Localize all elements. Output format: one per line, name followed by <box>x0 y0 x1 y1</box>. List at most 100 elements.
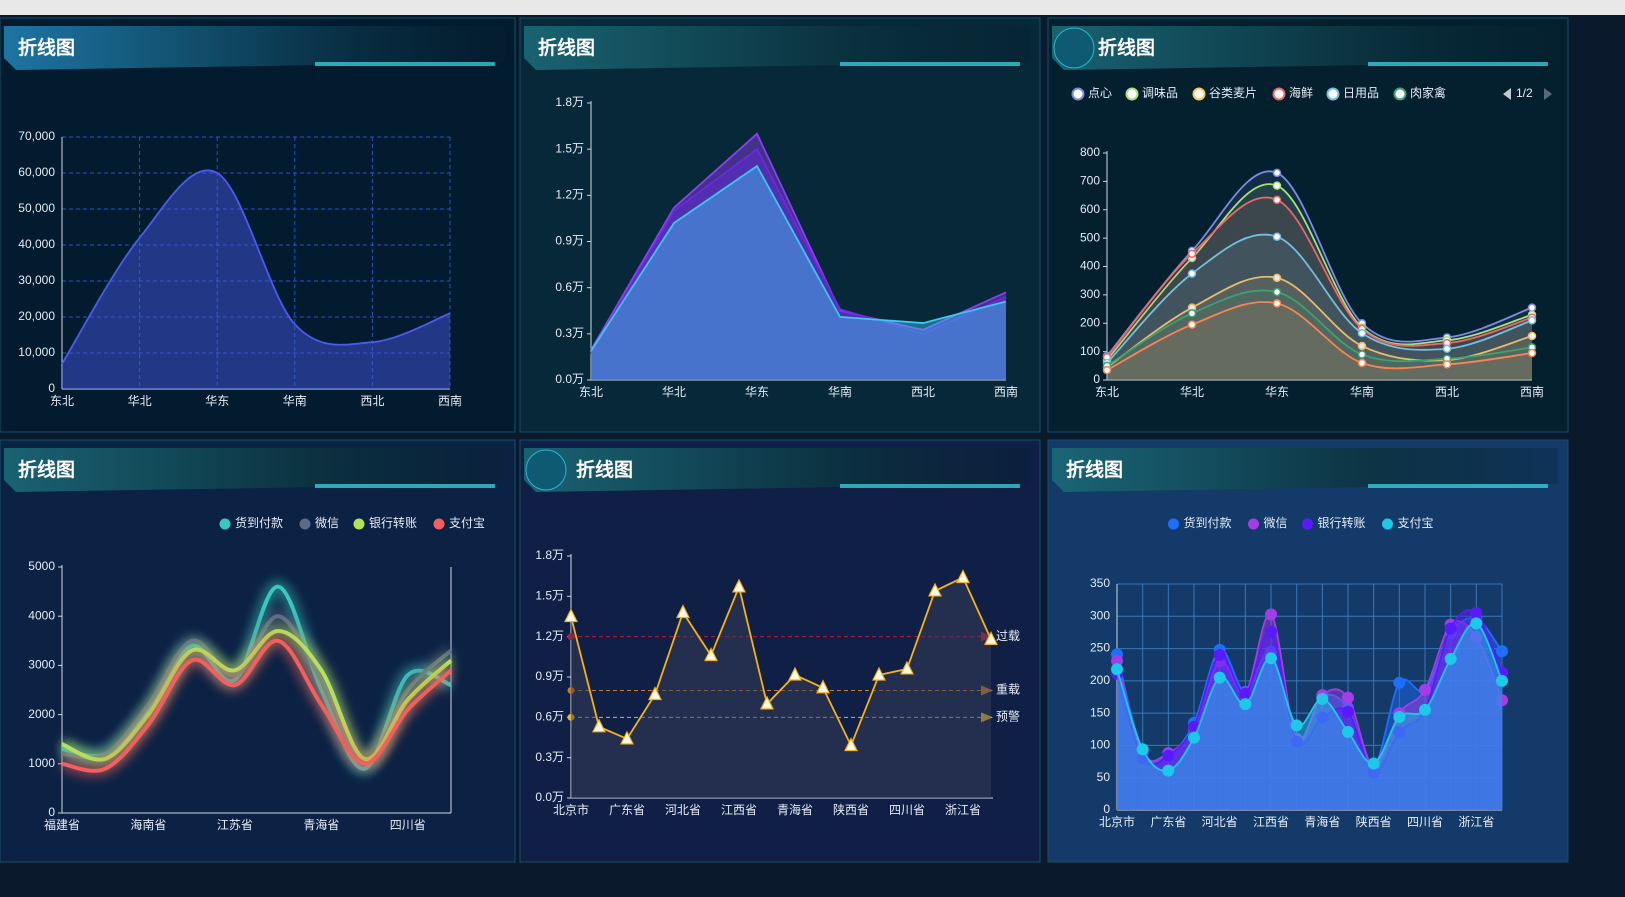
x-tick-label: 西南 <box>994 384 1018 399</box>
mark-line-label: 过载 <box>996 629 1020 643</box>
header-icon <box>1053 27 1095 69</box>
x-tick-label: 西南 <box>438 393 462 408</box>
point <box>1496 674 1508 687</box>
point <box>1357 328 1367 338</box>
y-tick-label: 2000 <box>28 707 55 721</box>
y-tick-label: 5000 <box>28 559 55 573</box>
y-tick-label: 3000 <box>28 658 55 672</box>
point <box>592 718 606 733</box>
x-tick-label: 青海省 <box>1304 814 1340 829</box>
point <box>564 608 578 623</box>
header-accent <box>1368 484 1548 488</box>
x-tick-label: 江苏省 <box>217 818 253 832</box>
legend-label: 调味品 <box>1142 86 1178 100</box>
y-tick-label: 350 <box>1090 576 1110 590</box>
point <box>1213 649 1226 662</box>
legend-swatch <box>1382 518 1393 530</box>
point <box>1342 705 1354 718</box>
legend-swatch <box>1248 518 1259 530</box>
line <box>61 638 453 773</box>
point <box>1111 663 1123 676</box>
header-accent <box>315 62 495 66</box>
panel-header <box>524 448 1030 492</box>
point <box>1272 232 1282 241</box>
legend-label: 货到付款 <box>235 515 283 530</box>
point <box>704 647 718 662</box>
y-tick-label: 300 <box>1090 608 1110 622</box>
y-tick-label: 60,000 <box>18 165 55 179</box>
panel-header <box>524 26 1030 70</box>
legend-swatch <box>1393 87 1407 101</box>
y-tick-label: 1.8万 <box>535 548 564 562</box>
legend-label: 银行转账 <box>1318 515 1366 530</box>
point <box>1470 617 1483 630</box>
x-tick-label: 华南 <box>1350 384 1374 399</box>
mark-line-label: 预警 <box>996 709 1020 724</box>
legend-label: 微信 <box>1264 516 1288 530</box>
x-tick-label: 青海省 <box>777 802 813 817</box>
x-tick-label: 西北 <box>360 394 384 408</box>
y-tick-label: 150 <box>1090 705 1110 719</box>
x-tick-label: 华北 <box>1180 385 1204 399</box>
point <box>648 686 662 701</box>
y-tick-label: 700 <box>1080 174 1100 188</box>
point <box>928 582 942 597</box>
point <box>1357 358 1367 368</box>
point <box>1367 757 1380 770</box>
panel-title: 折线图 <box>1098 36 1155 59</box>
panel <box>1047 17 1569 433</box>
point <box>1367 766 1380 779</box>
x-tick-label: 华南 <box>828 384 852 399</box>
area <box>1107 171 1532 380</box>
point <box>732 578 746 593</box>
x-tick-label: 华东 <box>205 394 229 408</box>
x-tick-label: 福建省 <box>44 817 80 832</box>
y-tick-label: 50 <box>1097 770 1111 784</box>
x-tick-label: 北京市 <box>553 802 589 817</box>
legend-label: 谷类麦片 <box>1209 86 1257 100</box>
line <box>1116 622 1503 772</box>
line <box>61 169 451 365</box>
panel <box>519 17 1041 433</box>
header-accent <box>315 484 495 488</box>
point <box>1527 331 1537 341</box>
x-tick-label: 东北 <box>1095 385 1119 399</box>
x-tick-label: 海南省 <box>130 817 166 832</box>
y-tick-label: 100 <box>1090 738 1110 752</box>
point <box>1527 316 1537 325</box>
x-tick-label: 西北 <box>911 385 935 399</box>
point <box>1290 719 1303 732</box>
legend-swatch <box>1272 87 1286 101</box>
point <box>1357 350 1367 359</box>
y-tick-label: 0.3万 <box>535 750 564 764</box>
area <box>1107 276 1532 380</box>
point <box>1188 731 1200 744</box>
x-tick-label: 浙江省 <box>1458 815 1494 829</box>
point <box>1342 725 1354 738</box>
point <box>760 695 774 710</box>
panel-header <box>1052 448 1558 492</box>
header-accent <box>1368 62 1548 66</box>
area <box>591 166 1006 380</box>
mark-line-label: 重载 <box>996 683 1020 697</box>
point <box>1272 168 1282 178</box>
point <box>1316 711 1329 724</box>
line <box>1106 301 1533 371</box>
panel <box>0 17 516 433</box>
point <box>1162 764 1175 777</box>
point <box>1470 607 1483 620</box>
y-tick-label: 0.9万 <box>555 234 584 248</box>
point <box>1527 303 1537 312</box>
point <box>1272 273 1282 283</box>
y-tick-label: 500 <box>1080 230 1100 244</box>
x-tick-label: 江西省 <box>1253 815 1289 829</box>
area <box>591 149 1006 380</box>
legend-swatch <box>219 518 231 530</box>
y-tick-label: 200 <box>1090 673 1110 687</box>
x-tick-label: 华东 <box>1265 385 1289 399</box>
point <box>900 660 914 675</box>
y-tick-label: 0.6万 <box>535 710 564 724</box>
area <box>571 577 991 798</box>
y-tick-label: 30,000 <box>18 273 55 287</box>
point <box>1393 676 1406 689</box>
